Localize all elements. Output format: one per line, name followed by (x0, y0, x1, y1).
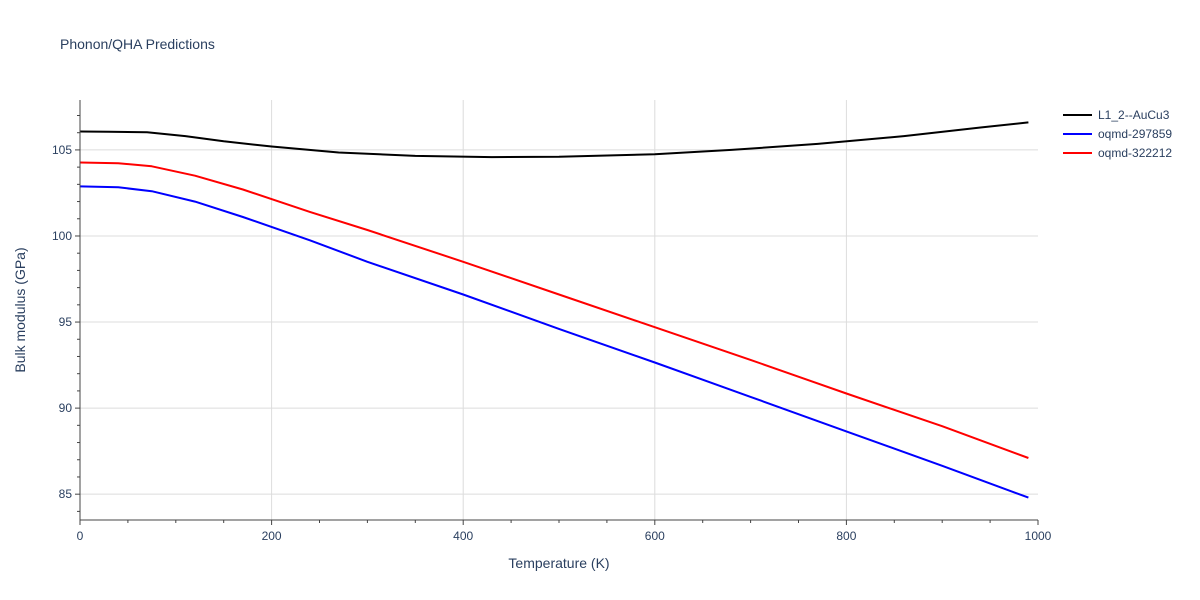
series-line-oqmd-322212 (79, 161, 1029, 459)
legend-label: L1_2--AuCu3 (1098, 108, 1170, 122)
legend-label: oqmd-297859 (1098, 127, 1172, 141)
series-lines (79, 121, 1029, 499)
y-tick-label: 95 (59, 315, 73, 329)
series-line-oqmd-297859 (79, 185, 1029, 499)
y-axis-title: Bulk modulus (GPa) (12, 247, 28, 372)
x-tick-label: 1000 (1025, 529, 1052, 543)
x-tick-label: 0 (77, 529, 84, 543)
x-axis-title: Temperature (K) (508, 555, 609, 571)
legend: L1_2--AuCu3 oqmd-297859 oqmd-322212 (1063, 108, 1172, 160)
x-tick-label: 600 (645, 529, 665, 543)
x-tick-label: 400 (453, 529, 473, 543)
series-line-L1_2--AuCu3 (79, 121, 1029, 159)
x-tick-label: 200 (262, 529, 282, 543)
axes (75, 100, 1039, 525)
y-tick-label: 100 (52, 229, 72, 243)
chart-title: Phonon/QHA Predictions (60, 36, 215, 52)
tick-labels: 0 200 400 600 800 1000 85 90 95 100 105 (52, 143, 1052, 543)
x-tick-label: 800 (836, 529, 856, 543)
y-tick-label: 105 (52, 143, 72, 157)
grid (80, 100, 1038, 520)
y-tick-label: 85 (59, 487, 73, 501)
legend-label: oqmd-322212 (1098, 146, 1172, 160)
y-tick-label: 90 (59, 401, 73, 415)
